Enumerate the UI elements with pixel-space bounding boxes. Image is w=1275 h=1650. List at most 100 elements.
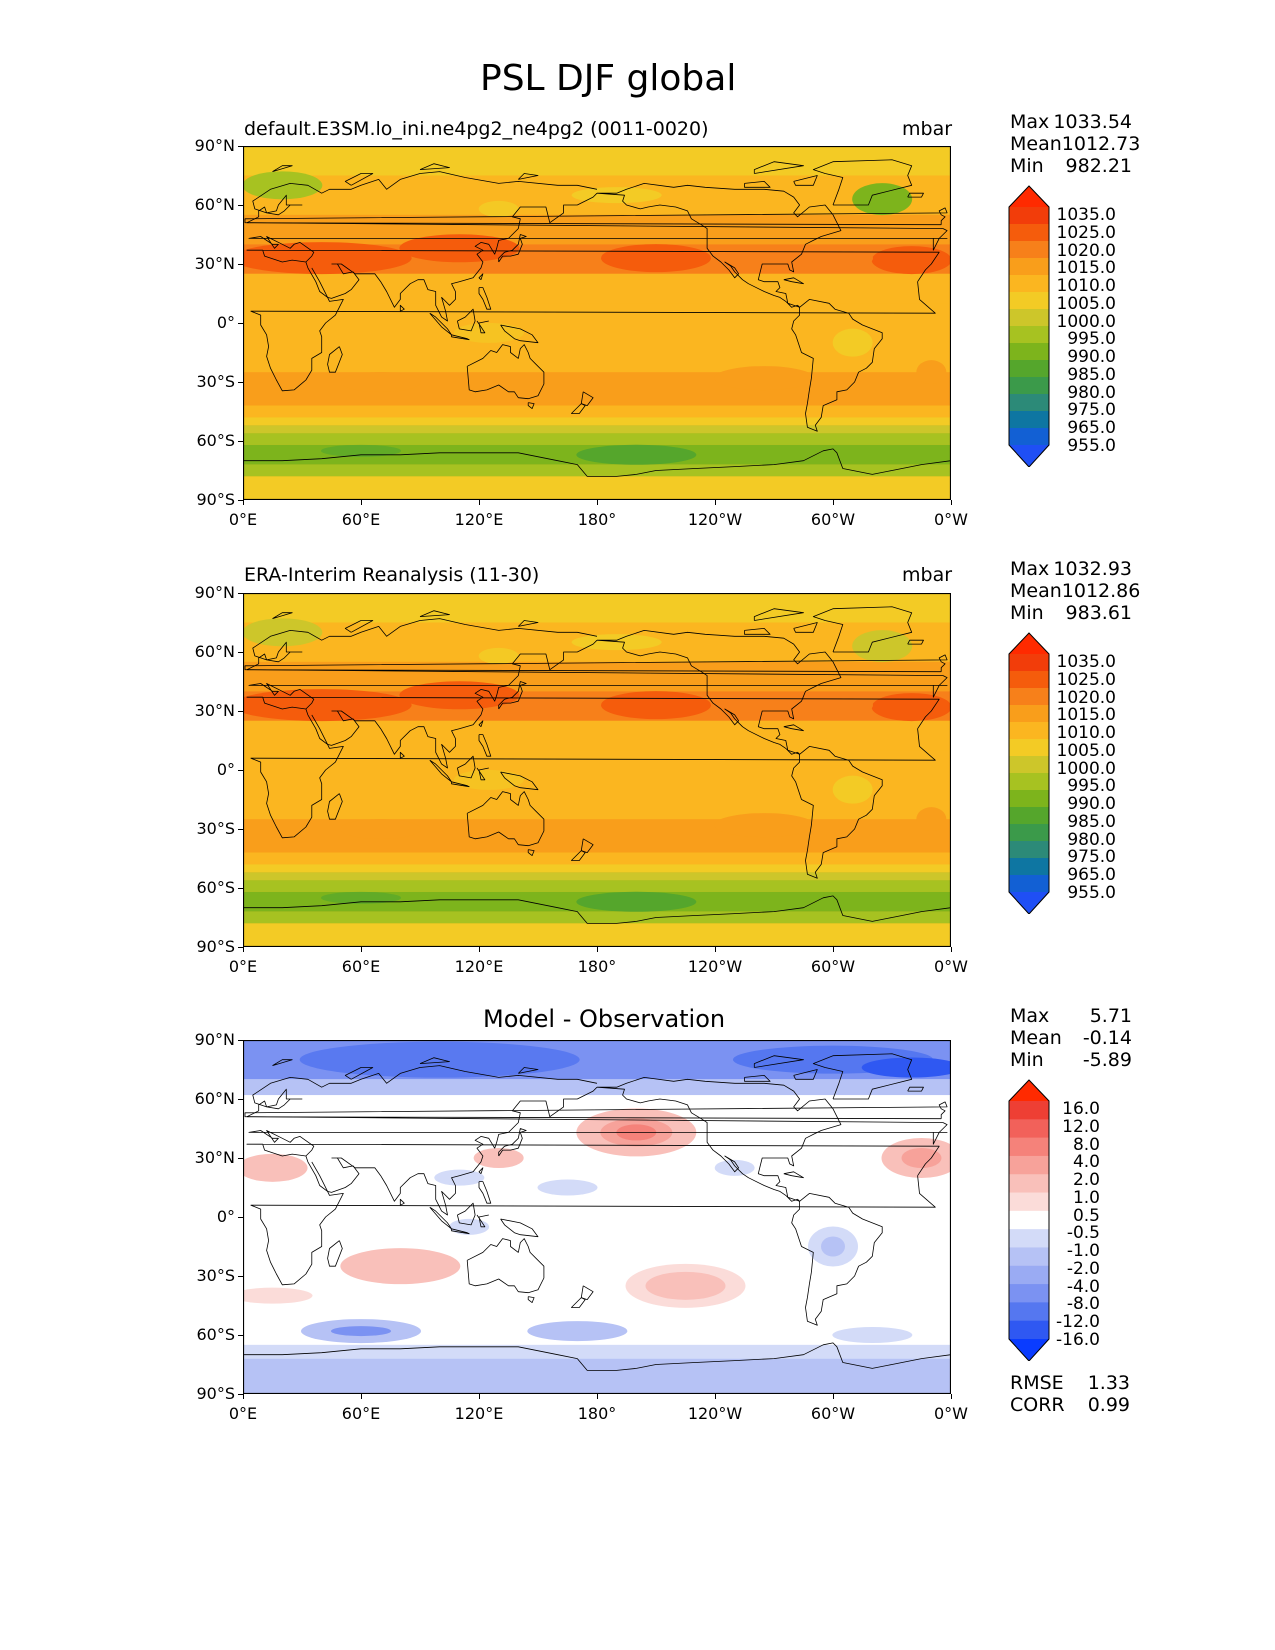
stat-mean-label: Mean (1010, 580, 1062, 602)
stat-mean-label: Mean (1010, 133, 1062, 155)
colorbar-tick-label: 1005.0 (1056, 740, 1116, 761)
panel-2-stats: Max 1032.93 Mean 1012.86 Min 983.61 (1010, 558, 1140, 624)
lon-tick-mark (361, 500, 362, 505)
stat-max-value: 1032.93 (1053, 558, 1132, 580)
colorbar-tick-label: 8.0 (1072, 1134, 1100, 1155)
colorbar-tick-label: 1015.0 (1056, 258, 1116, 279)
lat-tick-label: 0° (216, 760, 235, 779)
lat-tick-label: 30°N (194, 701, 235, 720)
colorbar-tick-label: 980.0 (1067, 829, 1116, 850)
lat-tick-mark (238, 441, 243, 442)
lat-tick-label: 60°N (194, 1089, 235, 1108)
stat-min-value: 982.21 (1065, 155, 1132, 177)
colorbar-tick-label: 1.0 (1072, 1187, 1100, 1208)
figure-title: PSL DJF global (480, 58, 737, 99)
lat-tick-mark (238, 888, 243, 889)
lon-tick-label: 180° (577, 510, 617, 529)
colorbar-tick-label: 965.0 (1067, 865, 1116, 885)
lon-tick-mark (833, 500, 834, 505)
lon-tick-mark (597, 500, 598, 505)
lat-tick-label: 90°N (194, 583, 235, 602)
panel-3-colorbar-labels: 16.0 12.0 8.0 4.0 2.0 1.0 0.5 -0.5 -1.0 -2.0 -4.0-… (1046, 1099, 1100, 1350)
panel-3-map (243, 1040, 951, 1394)
stat-max-label: Max (1010, 1005, 1050, 1027)
stat-min-label: Min (1010, 602, 1044, 624)
lat-tick-mark (238, 1394, 243, 1395)
colorbar-tick-label: 1020.0 (1056, 687, 1116, 708)
lon-tick-mark (597, 947, 598, 952)
lat-tick-mark (238, 146, 243, 147)
panel-3-colorbar (1008, 1079, 1050, 1361)
lon-tick-label: 120°E (454, 510, 504, 529)
stat-min-label: Min (1010, 155, 1044, 177)
lon-tick-mark (951, 500, 952, 505)
stat-mean-label: Mean (1010, 1027, 1062, 1049)
colorbar-tick-label: 16.0 (1062, 1099, 1100, 1119)
lon-tick-mark (243, 500, 244, 505)
lat-tick-mark (238, 264, 243, 265)
corr-label: CORR (1010, 1394, 1065, 1416)
panel-2-units: mbar (902, 564, 953, 586)
lon-tick-mark (833, 947, 834, 952)
lat-tick-mark (238, 947, 243, 948)
lon-tick-mark (479, 500, 480, 505)
colorbar-tick-label: 985.0 (1067, 811, 1116, 832)
colorbar-tick-label: 990.0 (1067, 347, 1116, 367)
lon-tick-label: 60°W (810, 510, 856, 529)
rmse-label: RMSE (1010, 1372, 1064, 1394)
lon-tick-label: 120°E (454, 1404, 504, 1423)
lon-tick-mark (715, 947, 716, 952)
colorbar-tick-label: 1010.0 (1056, 723, 1116, 743)
colorbar-tick-label: 4.0 (1072, 1152, 1100, 1173)
lat-tick-mark (238, 1099, 243, 1100)
stat-max-value: 5.71 (1089, 1005, 1132, 1027)
panel-2-colorbar (1008, 632, 1050, 914)
colorbar-tick-label: 1000.0 (1056, 758, 1116, 779)
colorbar-tick-label: 12.0 (1062, 1116, 1100, 1137)
lat-tick-mark (238, 323, 243, 324)
lon-tick-mark (479, 947, 480, 952)
lat-tick-mark (238, 652, 243, 653)
lat-tick-mark (238, 500, 243, 501)
colorbar-tick-label: -1.0 (1066, 1241, 1100, 1261)
lon-tick-label: 120°W (687, 957, 743, 976)
colorbar-tick-label: 2.0 (1072, 1170, 1100, 1190)
lat-tick-label: 60°N (194, 642, 235, 661)
stat-min-label: Min (1010, 1049, 1044, 1071)
lat-tick-mark (238, 711, 243, 712)
lon-tick-label: 0°W (934, 957, 968, 976)
lat-tick-label: 60°S (196, 431, 235, 450)
lon-tick-mark (715, 1394, 716, 1399)
lon-tick-label: 60°W (810, 1404, 856, 1423)
lat-tick-label: 0° (216, 313, 235, 332)
lon-tick-label: 60°E (341, 1404, 381, 1423)
lat-tick-label: 90°N (194, 1030, 235, 1049)
lon-tick-mark (833, 1394, 834, 1399)
panel-3-stats: Max 5.71 Mean -0.14 Min -5.89 (1010, 1005, 1132, 1071)
panel-3-title: Model - Observation (483, 1005, 726, 1033)
lon-tick-label: 0°E (228, 957, 258, 976)
lon-tick-label: 0°W (934, 510, 968, 529)
colorbar-tick-label: 995.0 (1067, 776, 1116, 797)
lat-tick-label: 90°S (196, 937, 235, 956)
lat-tick-label: 60°N (194, 195, 235, 214)
lat-tick-label: 30°N (194, 254, 235, 273)
colorbar-tick-label: 1015.0 (1056, 705, 1116, 726)
colorbar-tick-label: 955.0 (1067, 882, 1116, 903)
colorbar-tick-label: 1005.0 (1056, 293, 1116, 314)
lat-tick-label: 60°S (196, 1325, 235, 1344)
panel-1-title: default.E3SM.lo_ini.ne4pg2_ne4pg2 (0011-… (244, 118, 709, 140)
lon-tick-label: 120°W (687, 510, 743, 529)
lon-tick-label: 0°W (934, 1404, 968, 1423)
colorbar-tick-label: -4.0 (1066, 1276, 1100, 1297)
panel-1-colorbar (1008, 185, 1050, 467)
lat-tick-mark (238, 1276, 243, 1277)
lat-tick-label: 30°S (196, 1266, 235, 1285)
lat-tick-label: 30°N (194, 1148, 235, 1167)
lat-tick-label: 30°S (196, 819, 235, 838)
lon-tick-label: 60°E (341, 510, 381, 529)
stat-max-label: Max (1010, 111, 1050, 133)
panel-2-map (243, 593, 951, 947)
colorbar-tick-label: 1035.0 (1056, 652, 1116, 672)
lat-tick-mark (238, 593, 243, 594)
